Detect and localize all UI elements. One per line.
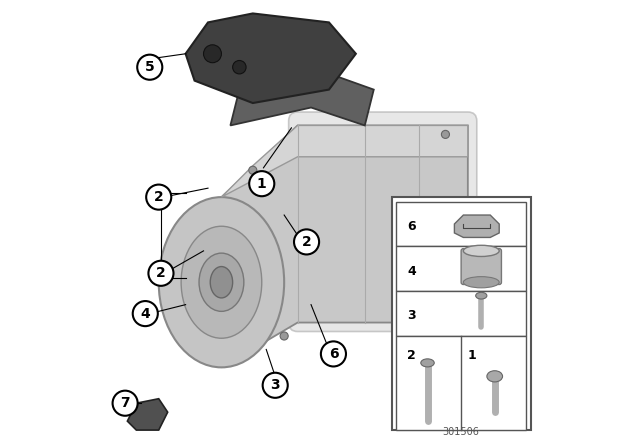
Ellipse shape (463, 277, 499, 288)
Polygon shape (221, 125, 468, 367)
Ellipse shape (463, 246, 499, 256)
Ellipse shape (211, 267, 233, 298)
FancyBboxPatch shape (461, 249, 502, 284)
Text: 6: 6 (407, 220, 416, 233)
Circle shape (249, 171, 275, 196)
FancyBboxPatch shape (396, 336, 526, 430)
Ellipse shape (421, 359, 435, 367)
Ellipse shape (280, 332, 288, 340)
Text: 2: 2 (301, 235, 312, 249)
Circle shape (132, 301, 158, 326)
Circle shape (137, 55, 163, 80)
Ellipse shape (476, 292, 487, 299)
FancyBboxPatch shape (396, 246, 526, 291)
Text: 2: 2 (156, 266, 166, 280)
Ellipse shape (159, 197, 284, 367)
Ellipse shape (181, 226, 262, 338)
Circle shape (262, 373, 288, 398)
Text: 3: 3 (407, 309, 416, 323)
FancyBboxPatch shape (396, 202, 526, 246)
Ellipse shape (199, 253, 244, 311)
Circle shape (294, 229, 319, 254)
Polygon shape (186, 13, 356, 103)
FancyBboxPatch shape (396, 291, 526, 336)
Text: 5: 5 (145, 60, 155, 74)
Text: 2: 2 (154, 190, 164, 204)
Text: 6: 6 (328, 347, 339, 361)
Ellipse shape (233, 60, 246, 74)
Text: 1: 1 (257, 177, 267, 191)
Text: 2: 2 (407, 349, 416, 362)
FancyBboxPatch shape (392, 197, 531, 430)
Circle shape (146, 185, 172, 210)
Ellipse shape (451, 310, 458, 318)
Text: 7: 7 (120, 396, 130, 410)
Ellipse shape (442, 130, 449, 138)
Polygon shape (454, 215, 499, 237)
Ellipse shape (249, 166, 257, 174)
Text: 4: 4 (407, 264, 416, 278)
Ellipse shape (487, 371, 502, 382)
Circle shape (321, 341, 346, 366)
Text: 4: 4 (140, 306, 150, 321)
Polygon shape (127, 399, 168, 430)
Polygon shape (230, 67, 374, 125)
Text: 3: 3 (270, 378, 280, 392)
Circle shape (113, 391, 138, 416)
FancyBboxPatch shape (289, 112, 477, 332)
Text: 1: 1 (468, 349, 477, 362)
Polygon shape (221, 125, 468, 197)
Circle shape (148, 261, 173, 286)
Text: 301506: 301506 (443, 427, 479, 437)
Ellipse shape (204, 45, 221, 63)
